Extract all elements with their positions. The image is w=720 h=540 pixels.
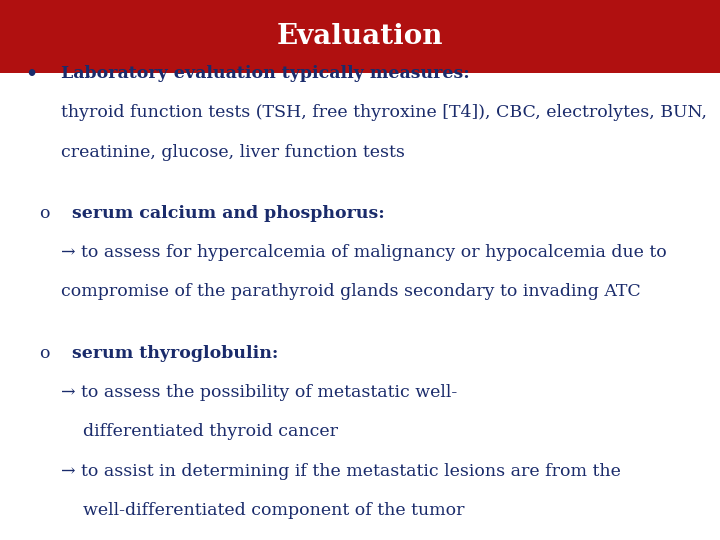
Text: Laboratory evaluation typically measures:: Laboratory evaluation typically measures… xyxy=(61,65,470,82)
Text: well-differentiated component of the tumor: well-differentiated component of the tum… xyxy=(61,502,464,519)
Text: Evaluation: Evaluation xyxy=(276,23,444,50)
Text: serum calcium and phosphorus:: serum calcium and phosphorus: xyxy=(72,205,384,221)
Text: o: o xyxy=(40,205,50,221)
Text: → to assess the possibility of metastatic well-: → to assess the possibility of metastati… xyxy=(61,384,457,401)
Text: compromise of the parathyroid glands secondary to invading ATC: compromise of the parathyroid glands sec… xyxy=(61,284,641,300)
Text: → to assess for hypercalcemia of malignancy or hypocalcemia due to: → to assess for hypercalcemia of maligna… xyxy=(61,244,667,261)
Text: thyroid function tests (TSH, free thyroxine [T4]), CBC, electrolytes, BUN,: thyroid function tests (TSH, free thyrox… xyxy=(61,104,707,121)
Text: o: o xyxy=(40,345,50,361)
Text: differentiated thyroid cancer: differentiated thyroid cancer xyxy=(61,423,338,440)
Text: •: • xyxy=(25,65,37,83)
Text: → to assist in determining if the metastatic lesions are from the: → to assist in determining if the metast… xyxy=(61,463,621,480)
Text: serum thyroglobulin:: serum thyroglobulin: xyxy=(72,345,279,361)
Bar xyxy=(0,0,720,73)
Text: creatinine, glucose, liver function tests: creatinine, glucose, liver function test… xyxy=(61,144,405,160)
